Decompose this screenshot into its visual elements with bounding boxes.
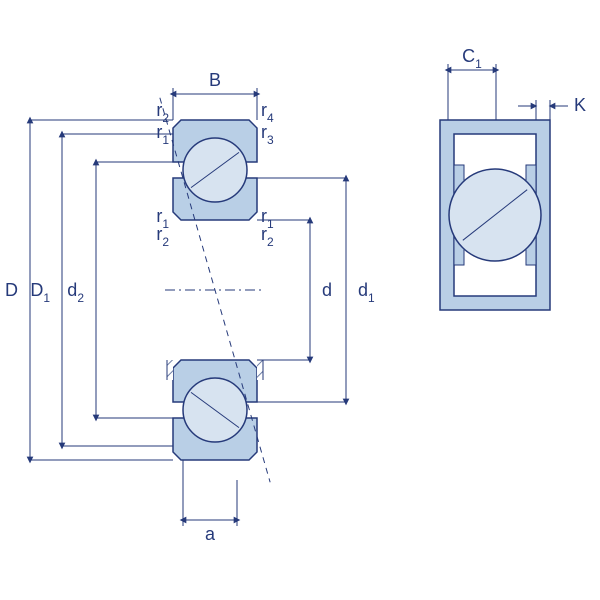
- dim-label: d1: [358, 280, 375, 305]
- dim-a-label: a: [205, 524, 216, 544]
- dim-label: D: [5, 280, 18, 300]
- dim-label: D1: [30, 280, 50, 305]
- bearing-side-view: K C1: [440, 46, 586, 310]
- dim-K-label: K: [574, 95, 586, 115]
- dim-label: d: [322, 280, 332, 300]
- dim-C1-label: C1: [462, 46, 482, 71]
- label-r3: r3: [261, 122, 274, 147]
- dim-B-label: B: [209, 70, 221, 90]
- dim-label: d2: [67, 280, 84, 305]
- label-r1: r1: [156, 122, 169, 147]
- bearing-cross-section: DD1d2dd1Bar2r4r1r3r1r1r2r2: [5, 70, 375, 544]
